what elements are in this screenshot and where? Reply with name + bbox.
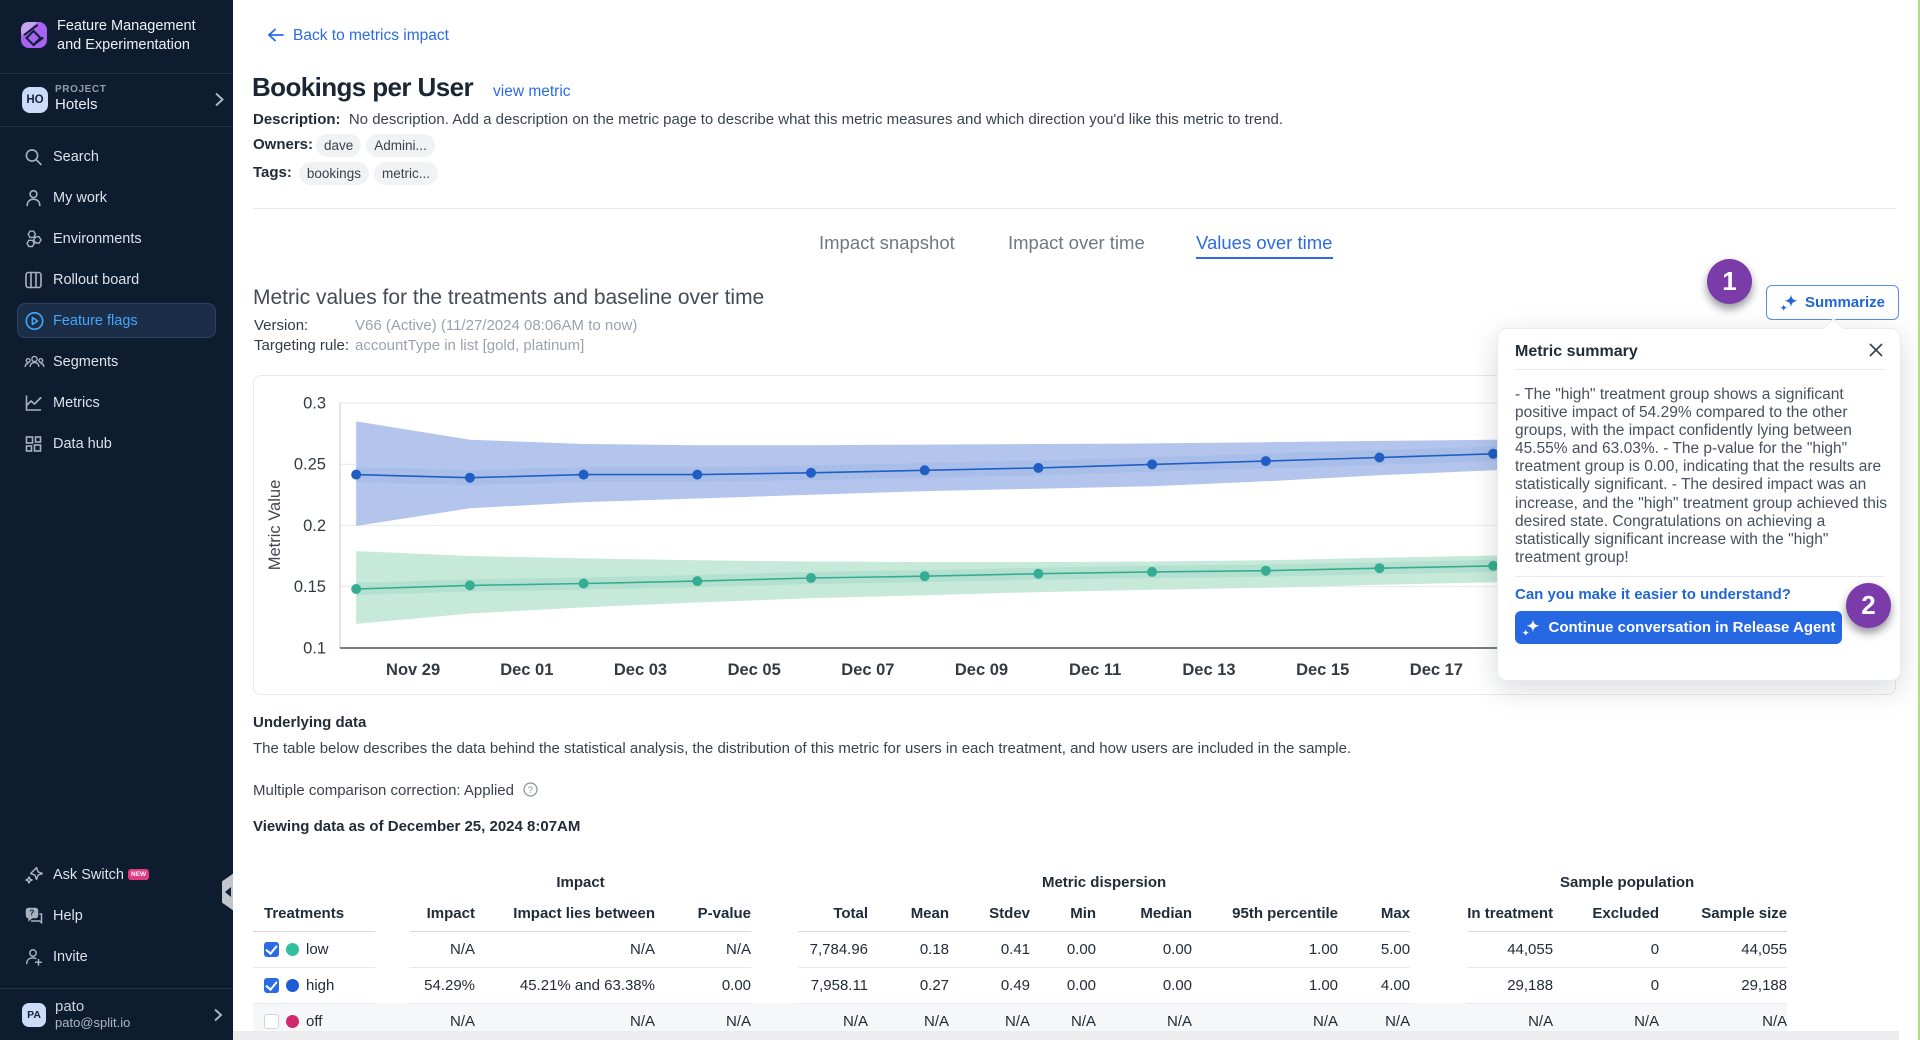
- svg-text:Metric Value: Metric Value: [266, 480, 284, 570]
- svg-text:0.15: 0.15: [294, 578, 326, 596]
- svg-text:?: ?: [29, 908, 34, 917]
- svg-text:Dec 11: Dec 11: [1069, 661, 1121, 679]
- svg-text:0.25: 0.25: [294, 456, 326, 474]
- svg-text:Dec 15: Dec 15: [1296, 661, 1349, 679]
- svg-text:Dec 13: Dec 13: [1182, 661, 1235, 679]
- svg-text:?: ?: [528, 785, 533, 796]
- svg-text:Dec 09: Dec 09: [955, 661, 1008, 679]
- svg-text:Nov 29: Nov 29: [386, 661, 440, 679]
- svg-text:Dec 07: Dec 07: [841, 661, 894, 679]
- svg-text:Dec 05: Dec 05: [728, 661, 781, 679]
- svg-text:Dec 01: Dec 01: [500, 661, 553, 679]
- svg-text:0.2: 0.2: [303, 517, 326, 535]
- svg-text:Dec 17: Dec 17: [1410, 661, 1463, 679]
- svg-text:0.1: 0.1: [303, 639, 326, 657]
- svg-text:Dec 03: Dec 03: [614, 661, 667, 679]
- svg-text:0.3: 0.3: [303, 395, 326, 413]
